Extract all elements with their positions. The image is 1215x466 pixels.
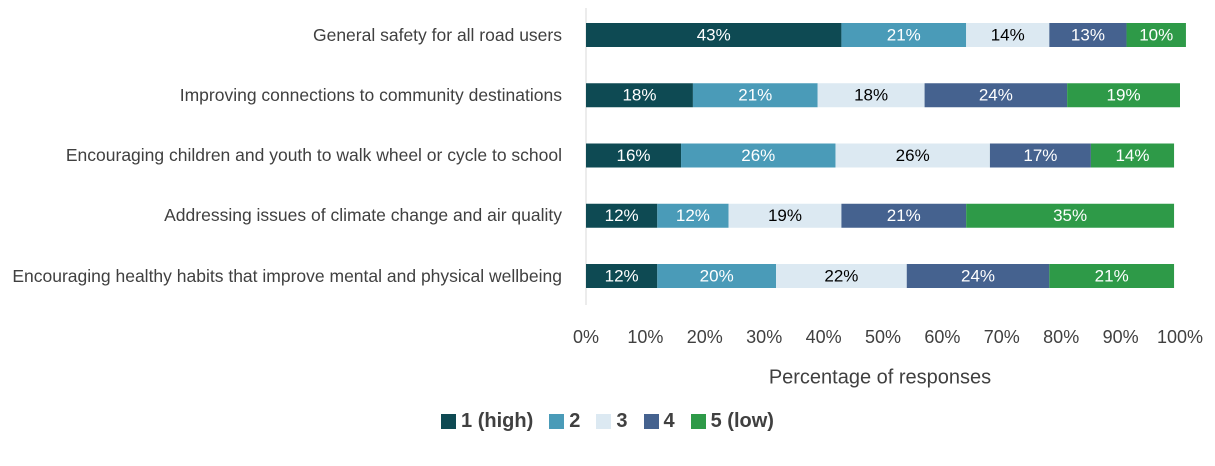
legend: 1 (high) 2 3 4 5 (low) bbox=[0, 410, 1215, 433]
legend-label: 3 bbox=[616, 410, 628, 432]
legend-swatch bbox=[643, 414, 659, 429]
x-tick-label: 50% bbox=[865, 327, 901, 347]
bar-segment bbox=[657, 264, 777, 288]
bar-segment bbox=[728, 203, 842, 228]
bar-segment bbox=[1049, 23, 1127, 47]
data-label: 21% bbox=[738, 86, 772, 105]
legend-label: 4 bbox=[663, 410, 675, 432]
bar-segment bbox=[817, 83, 925, 108]
data-label: 12% bbox=[676, 206, 710, 225]
category-label-box: General safety for all road users bbox=[0, 5, 562, 65]
data-label: 19% bbox=[768, 206, 802, 225]
category-label-box: Encouraging healthy habits that improve … bbox=[0, 246, 562, 306]
bar-segment bbox=[657, 203, 729, 228]
data-label: 21% bbox=[887, 206, 921, 225]
bar-segment bbox=[1090, 143, 1175, 168]
bar-segment bbox=[966, 203, 1175, 228]
bar-segment bbox=[1126, 23, 1186, 47]
legend-swatch bbox=[596, 414, 612, 429]
legend-item: 2 bbox=[549, 410, 580, 433]
x-tick-label: 40% bbox=[806, 327, 842, 347]
x-tick-label: 0% bbox=[573, 327, 599, 347]
bar-segment bbox=[966, 23, 1050, 47]
bar-segment bbox=[841, 23, 967, 47]
data-label: 26% bbox=[741, 146, 775, 165]
category-label: Improving connections to community desti… bbox=[179, 84, 562, 105]
bar-segment bbox=[1067, 83, 1180, 108]
bar-segment bbox=[586, 83, 693, 108]
category-label-box: Addressing issues of climate change and … bbox=[0, 186, 562, 246]
x-axis-title: Percentage of responses bbox=[769, 366, 991, 388]
data-label: 14% bbox=[991, 25, 1025, 44]
data-label: 35% bbox=[1053, 206, 1087, 225]
bar-segment bbox=[1049, 264, 1175, 288]
bar-segment bbox=[924, 83, 1068, 108]
bar-segment bbox=[692, 83, 818, 108]
data-label: 19% bbox=[1107, 86, 1141, 105]
x-tick-label: 100% bbox=[1157, 327, 1203, 347]
data-label: 24% bbox=[961, 266, 995, 285]
legend-swatch bbox=[549, 414, 565, 429]
x-tick-label: 10% bbox=[627, 327, 663, 347]
data-label: 26% bbox=[896, 146, 930, 165]
data-label: 12% bbox=[605, 266, 639, 285]
bar-segment bbox=[841, 203, 967, 228]
category-label: Encouraging children and youth to walk w… bbox=[65, 145, 562, 166]
x-tick-label: 90% bbox=[1103, 327, 1139, 347]
bar-segment bbox=[989, 143, 1091, 168]
legend-item: 1 (high) bbox=[441, 410, 533, 433]
data-label: 18% bbox=[622, 86, 656, 105]
bar-segment bbox=[586, 264, 658, 288]
data-label: 43% bbox=[697, 25, 731, 44]
legend-label: 2 bbox=[569, 410, 581, 432]
category-label: General safety for all road users bbox=[312, 24, 562, 45]
legend-item: 5 (low) bbox=[690, 410, 774, 433]
data-label: 10% bbox=[1139, 25, 1173, 44]
data-label: 13% bbox=[1071, 25, 1105, 44]
category-label-box: Encouraging children and youth to walk w… bbox=[0, 126, 562, 186]
data-label: 17% bbox=[1023, 146, 1057, 165]
data-label: 21% bbox=[1095, 266, 1129, 285]
x-tick-label: 20% bbox=[687, 327, 723, 347]
data-label: 22% bbox=[824, 266, 858, 285]
x-tick-label: 70% bbox=[984, 327, 1020, 347]
category-label-box: Improving connections to community desti… bbox=[0, 65, 562, 125]
bar-segment bbox=[586, 143, 682, 168]
legend-label: 1 (high) bbox=[461, 410, 534, 432]
data-label: 12% bbox=[605, 206, 639, 225]
data-label: 14% bbox=[1115, 146, 1149, 165]
x-tick-label: 30% bbox=[746, 327, 782, 347]
legend-item: 4 bbox=[643, 410, 675, 433]
data-label: 20% bbox=[700, 266, 734, 285]
bar-segment bbox=[586, 23, 842, 47]
x-tick-label: 80% bbox=[1043, 327, 1079, 347]
data-label: 21% bbox=[887, 25, 921, 44]
bar-segment bbox=[681, 143, 836, 168]
data-label: 24% bbox=[979, 86, 1013, 105]
legend-label: 5 (low) bbox=[710, 410, 774, 432]
x-tick-label: 60% bbox=[924, 327, 960, 347]
category-label: Addressing issues of climate change and … bbox=[164, 205, 562, 226]
data-label: 18% bbox=[854, 86, 888, 105]
bar-segment bbox=[776, 264, 907, 288]
legend-item: 3 bbox=[596, 410, 628, 433]
bar-segment bbox=[835, 143, 990, 168]
bar-segment bbox=[906, 264, 1050, 288]
category-label: Encouraging healthy habits that improve … bbox=[12, 265, 562, 286]
legend-swatch bbox=[441, 414, 457, 429]
bar-segment bbox=[586, 203, 658, 228]
data-label: 16% bbox=[617, 146, 651, 165]
legend-swatch bbox=[690, 414, 706, 429]
